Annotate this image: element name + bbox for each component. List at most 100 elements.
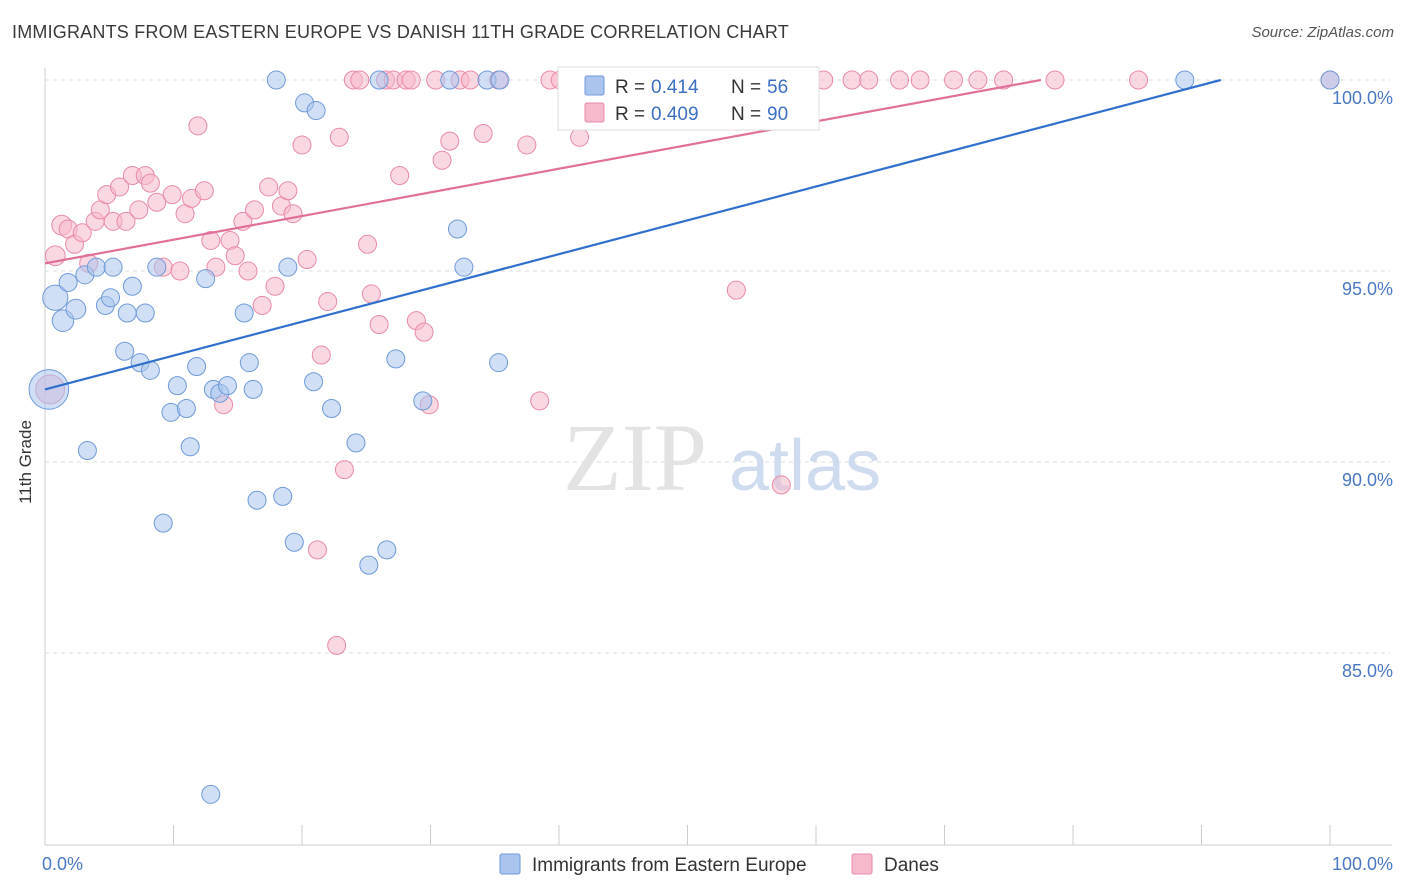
eastern-europe-point-17 [147,257,167,277]
y-tick-labels: 100.0% 95.0% 90.0% 85.0% [1332,88,1393,681]
eastern-europe-point-49 [454,257,474,277]
danes-point-48 [350,70,370,90]
stats-swatch-blue [584,75,605,96]
series-eastern-europe-points [28,70,1340,804]
eastern-europe-point-31 [243,379,263,399]
eastern-europe-point-3 [58,272,78,292]
danes-point-34 [259,177,279,197]
x-tick-labels: 0.0% 100.0% [42,854,1393,874]
danes-point-82 [890,70,910,90]
eastern-europe-point-21 [176,399,196,419]
danes-point-50 [361,284,381,304]
danes-point-24 [194,181,214,201]
danes-point-41 [307,540,327,560]
danes-point-12 [116,211,136,231]
watermark-atlas: atlas [729,426,881,506]
danes-point-33 [252,295,272,315]
danes-point-62 [440,131,460,151]
eastern-europe-point-29 [234,303,254,323]
danes-point-49 [358,234,378,254]
eastern-europe-point-22 [180,437,200,457]
eastern-europe-point-38 [306,101,326,121]
danes-point-39 [292,135,312,155]
legend: Immigrants from Eastern Europe Danes [499,853,939,876]
danes-point-65 [473,123,493,143]
legend-label-danes: Danes [884,855,939,876]
danes-point-25 [201,230,221,250]
danes-point-54 [390,166,410,185]
eastern-europe-point-15 [135,303,155,323]
chart-title: IMMIGRANTS FROM EASTERN EUROPE VS DANISH… [12,22,789,42]
eastern-europe-point-52 [489,353,509,373]
eastern-europe-point-51 [490,70,510,90]
y-tick-label-1: 95.0% [1342,279,1393,299]
axes [44,68,1392,846]
source-credit: Source: ZipAtlas.com [1251,24,1394,41]
stats-blue-r-value: 0.414 [651,77,699,98]
series-danes-points [35,70,1340,655]
danes-point-40 [297,250,317,270]
x-tick-label-0: 0.0% [42,854,83,874]
eastern-europe-point-42 [359,555,379,575]
watermark: ZIP atlas [563,404,881,511]
danes-point-17 [147,192,167,212]
danes-point-61 [432,150,452,170]
watermark-zip: ZIP [563,404,707,511]
legend-swatch-danes [851,853,873,875]
eastern-europe-point-12 [117,303,137,323]
eastern-europe-point-18 [153,513,173,533]
danes-point-16 [140,173,160,193]
eastern-europe-point-9 [101,288,121,308]
eastern-europe-point-27 [217,376,237,396]
y-tick-label-2: 90.0% [1342,470,1393,490]
y-tick-label-0: 100.0% [1332,88,1393,108]
y-axis-label: 11th Grade [16,420,35,504]
danes-point-42 [311,345,331,365]
danes-point-58 [414,322,434,342]
danes-point-46 [334,460,354,480]
danes-point-38 [283,204,303,224]
legend-label-eastern-europe: Immigrants from Eastern Europe [532,855,807,876]
danes-point-11 [110,177,130,197]
danes-point-44 [327,635,347,655]
eastern-europe-point-24 [196,269,216,289]
danes-point-31 [238,261,258,281]
danes-point-81 [859,70,879,90]
eastern-europe-point-4 [65,298,87,320]
eastern-europe-point-47 [440,70,460,90]
trend-line-danes [44,78,1042,265]
danes-point-85 [968,70,988,90]
eastern-europe-point-28 [201,784,221,804]
eastern-europe-point-41 [346,433,366,453]
danes-point-19 [162,185,182,205]
legend-swatch-eastern-europe [499,853,521,875]
stats-pink-r-label: R = [615,104,645,125]
danes-point-5 [72,223,92,243]
y-tick-label-3: 85.0% [1342,661,1393,681]
eastern-europe-point-34 [273,486,293,506]
eastern-europe-point-46 [413,391,433,411]
eastern-europe-point-20 [167,376,187,396]
danes-point-72 [570,127,590,147]
eastern-europe-point-13 [122,276,142,296]
stats-swatch-pink [584,102,605,123]
eastern-europe-point-30 [239,353,259,373]
danes-point-23 [188,116,208,136]
eastern-europe-point-55 [1320,70,1340,90]
eastern-europe-point-40 [322,399,342,419]
danes-point-83 [910,70,930,90]
stats-box: R = 0.414 N = 56 R = 0.409 N = 90 [557,66,820,131]
eastern-europe-point-11 [115,341,135,361]
eastern-europe-point-43 [369,70,389,90]
eastern-europe-point-44 [377,540,397,560]
danes-point-37 [278,181,298,201]
danes-point-67 [517,135,537,155]
eastern-europe-point-6 [77,441,97,461]
danes-point-80 [842,70,862,90]
eastern-europe-point-33 [266,70,286,90]
eastern-europe-point-45 [386,349,406,369]
danes-point-77 [771,475,791,495]
danes-point-35 [265,276,285,296]
eastern-europe-point-36 [284,532,304,552]
